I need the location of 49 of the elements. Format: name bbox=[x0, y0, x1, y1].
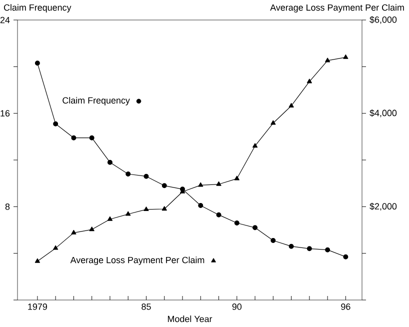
point bbox=[53, 121, 58, 126]
point bbox=[126, 211, 131, 216]
x-tick-label: 96 bbox=[341, 304, 350, 310]
y2-tick-label: $6,000 bbox=[370, 16, 397, 24]
point bbox=[144, 174, 149, 179]
point bbox=[325, 58, 330, 62]
legend-label: Average Loss Payment Per Claim bbox=[70, 256, 204, 265]
y-tick-label: 16 bbox=[0, 110, 10, 117]
x-tick-label: 90 bbox=[232, 304, 242, 310]
legend-label: Claim Frequency bbox=[62, 97, 130, 106]
point bbox=[71, 230, 76, 234]
x-tick-label: 1979 bbox=[28, 304, 47, 310]
x-tick-label: 85 bbox=[142, 304, 151, 310]
point bbox=[107, 216, 113, 221]
point bbox=[107, 160, 112, 165]
point bbox=[325, 247, 330, 252]
point bbox=[89, 135, 94, 140]
y-axis-title: Claim Frequency bbox=[4, 4, 72, 12]
point bbox=[270, 120, 276, 125]
x-axis-title: Model Year bbox=[168, 316, 212, 322]
point bbox=[288, 102, 294, 108]
point bbox=[162, 206, 167, 211]
point bbox=[234, 220, 240, 226]
y-tick-label: 8 bbox=[5, 203, 10, 210]
point bbox=[71, 135, 76, 140]
y2-axis-title: Average Loss Payment Per Claim bbox=[270, 4, 404, 12]
point bbox=[252, 143, 258, 148]
point bbox=[126, 172, 131, 176]
point bbox=[162, 183, 167, 188]
point bbox=[198, 182, 204, 187]
point bbox=[34, 258, 40, 263]
point bbox=[53, 245, 58, 250]
point bbox=[343, 254, 348, 260]
y-tick-label: 24 bbox=[0, 16, 10, 24]
point bbox=[288, 244, 294, 249]
point bbox=[270, 238, 276, 243]
y2-tick-label: $2,000 bbox=[370, 202, 397, 211]
point bbox=[34, 60, 40, 66]
point bbox=[306, 78, 312, 84]
point bbox=[343, 54, 348, 59]
point bbox=[216, 181, 222, 186]
point bbox=[252, 225, 258, 230]
point bbox=[198, 203, 204, 208]
point bbox=[234, 176, 240, 180]
y2-tick-label: $4,000 bbox=[370, 109, 397, 118]
point bbox=[306, 246, 312, 252]
point bbox=[144, 206, 149, 212]
point bbox=[89, 226, 94, 232]
point bbox=[216, 212, 222, 218]
